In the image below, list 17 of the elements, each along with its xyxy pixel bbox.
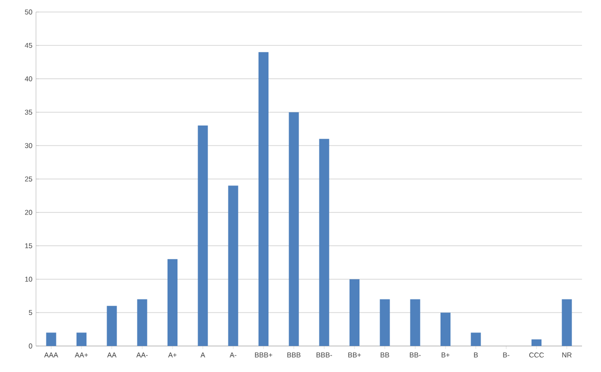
bar — [288, 112, 299, 346]
bar — [380, 299, 390, 346]
bar — [228, 186, 238, 346]
bar — [562, 299, 572, 346]
bar — [410, 299, 420, 346]
bar — [258, 52, 269, 346]
bar — [106, 306, 117, 346]
bar — [76, 332, 86, 346]
bar — [46, 332, 56, 346]
bar — [470, 332, 481, 346]
bar — [350, 279, 360, 346]
bar — [319, 138, 330, 346]
bar — [137, 299, 148, 346]
bar — [440, 312, 451, 346]
bar — [532, 339, 542, 346]
bar — [198, 126, 208, 346]
bar — [168, 259, 178, 346]
